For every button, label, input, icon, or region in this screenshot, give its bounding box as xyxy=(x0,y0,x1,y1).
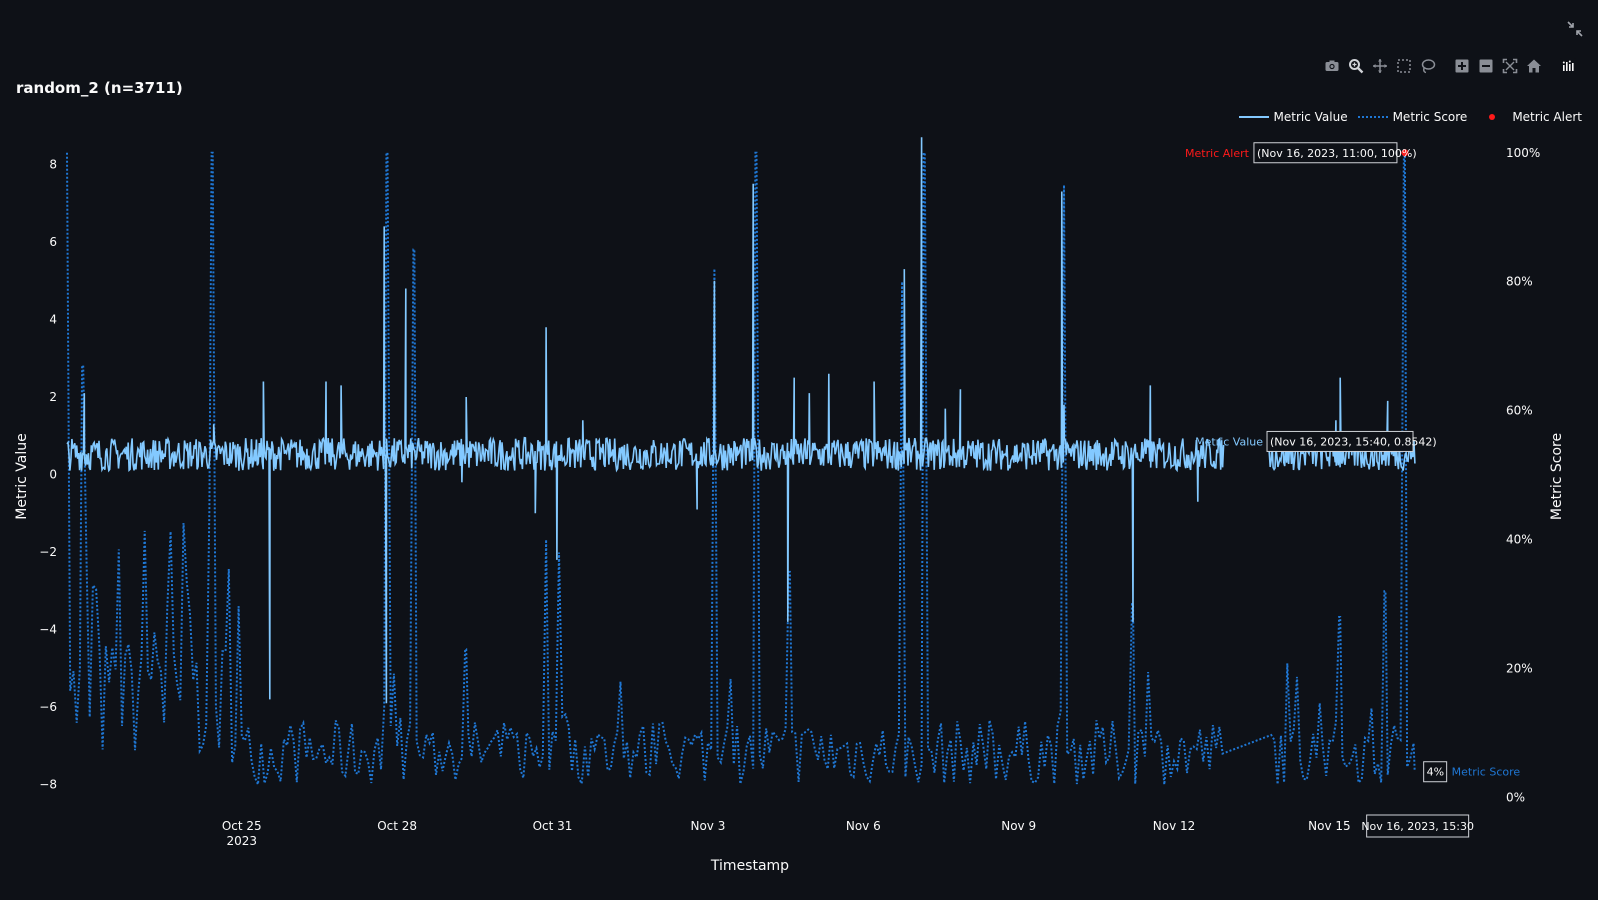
y2-tick-label: 100% xyxy=(1506,146,1540,160)
y-tick-label: 4 xyxy=(49,312,57,326)
y-tick-label: −4 xyxy=(39,623,57,637)
x-tick-label: Nov 6 xyxy=(846,819,881,833)
y-tick-label: −8 xyxy=(39,778,57,792)
reset-axes-icon[interactable] xyxy=(1522,54,1546,78)
y-axis: −8 −6 −4 −2 0 2 4 6 8 xyxy=(39,157,57,791)
legend-item-metric-value[interactable]: Metric Value xyxy=(1238,110,1348,124)
axis-titles: Timestamp Metric Value Metric Score xyxy=(14,433,1565,874)
y2-tick-label: 0% xyxy=(1506,791,1525,805)
y2-tick-label: 80% xyxy=(1506,275,1533,289)
legend-label-metric-score: Metric Score xyxy=(1392,110,1468,124)
y-tick-label: 8 xyxy=(49,157,57,171)
zoom-out-icon[interactable] xyxy=(1474,54,1498,78)
box-select-icon[interactable] xyxy=(1392,54,1416,78)
lasso-select-icon[interactable] xyxy=(1416,54,1440,78)
x-hover-box xyxy=(1366,814,1470,838)
score-hover-label: Metric Score xyxy=(1452,766,1521,779)
alert-hover-label: Metric Alert xyxy=(1185,147,1250,160)
chart-legend: Metric Value Metric Score Metric Alert xyxy=(1229,110,1582,124)
zoom-icon[interactable] xyxy=(1344,54,1368,78)
x-hover-text: Nov 16, 2023, 15:30 xyxy=(1361,820,1474,833)
y-tick-label: 6 xyxy=(49,235,57,249)
alert-hover-text: (Nov 16, 2023, 11:00, 100%) xyxy=(1257,147,1417,160)
camera-icon[interactable] xyxy=(1320,54,1344,78)
metric-value-series xyxy=(66,137,1416,704)
x-tick-label: Oct 28 xyxy=(377,819,417,833)
plotly-logo-icon[interactable] xyxy=(1556,54,1580,78)
exit-fullscreen-icon[interactable] xyxy=(1566,20,1584,38)
metric-score-series xyxy=(66,151,1416,788)
zoom-in-icon[interactable] xyxy=(1450,54,1474,78)
value-hover-box xyxy=(1266,430,1414,452)
y-tick-label: −2 xyxy=(39,545,57,559)
chart-modebar xyxy=(1320,54,1580,78)
metric-value-line-segment[interactable] xyxy=(1268,377,1416,471)
metric-alert-point[interactable] xyxy=(1401,149,1409,157)
y-tick-label: −6 xyxy=(39,700,57,714)
value-hover-label: Metric Value xyxy=(1195,435,1263,448)
x-axis-title: Timestamp xyxy=(710,858,789,874)
y-tick-label: 0 xyxy=(49,468,57,482)
x-tick-label: Nov 15 xyxy=(1308,819,1351,833)
x-tick-label: Oct 25 xyxy=(222,819,262,833)
legend-label-metric-value: Metric Value xyxy=(1273,110,1348,124)
y2-tick-label: 40% xyxy=(1506,533,1533,547)
legend-label-metric-alert: Metric Alert xyxy=(1512,110,1582,124)
y-axis-title: Metric Value xyxy=(14,433,30,519)
x-tick-label: Oct 31 xyxy=(533,819,573,833)
autoscale-icon[interactable] xyxy=(1498,54,1522,78)
metric-alert-series xyxy=(1401,149,1409,157)
score-hover-box xyxy=(1423,761,1448,783)
legend-item-metric-alert[interactable]: Metric Alert xyxy=(1477,110,1582,124)
y2-axis-title: Metric Score xyxy=(1549,433,1565,520)
legend-item-metric-score[interactable]: Metric Score xyxy=(1357,110,1468,124)
x-tick-label: Nov 12 xyxy=(1153,819,1196,833)
chart-title: random_2 (n=3711) xyxy=(16,79,183,97)
alert-hover-box xyxy=(1253,142,1398,164)
x-axis: Oct 25 Oct 28 Oct 31 Nov 3 Nov 6 Nov 9 Nov 12 N… xyxy=(222,819,1351,848)
y2-tick-label: 20% xyxy=(1506,662,1533,676)
y2-tick-label: 60% xyxy=(1506,404,1533,418)
x-tick-label: Nov 3 xyxy=(690,819,725,833)
pan-icon[interactable] xyxy=(1368,54,1392,78)
metric-score-line[interactable] xyxy=(66,151,1416,788)
score-hover-text: 4% xyxy=(1427,766,1444,779)
y2-axis: 0% 20% 40% 60% 80% 100% xyxy=(1506,146,1540,805)
x-tick-label: Nov 9 xyxy=(1001,819,1036,833)
x-year-label: 2023 xyxy=(227,834,258,848)
metric-value-line-segment[interactable] xyxy=(66,137,1225,704)
hover-annotations: (Nov 16, 2023, 11:00, 100%) Metric Alert (… xyxy=(1185,142,1521,838)
value-hover-text: (Nov 16, 2023, 15:40, 0.8542) xyxy=(1270,435,1437,448)
y-tick-label: 2 xyxy=(49,390,57,404)
